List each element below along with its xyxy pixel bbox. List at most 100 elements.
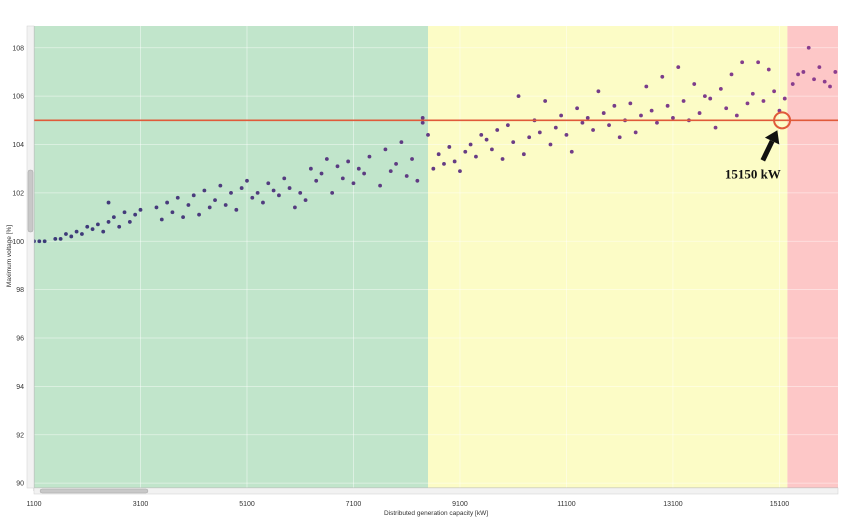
vertical-scrollbar-track[interactable]	[26, 25, 35, 489]
data-point	[74, 229, 79, 234]
y-tick-labels: 90 92 94 96 98 100 102 104 106 108	[12, 45, 24, 487]
data-point	[362, 171, 367, 176]
data-point	[90, 227, 95, 232]
data-point	[761, 99, 766, 103]
data-point	[782, 96, 787, 101]
data-point	[266, 181, 271, 186]
data-point	[245, 178, 249, 183]
data-point	[548, 142, 553, 147]
data-point	[378, 183, 382, 188]
y-tick-label: 104	[12, 142, 24, 149]
horizontal-scrollbar-thumb[interactable]	[39, 488, 149, 494]
data-point	[713, 125, 718, 130]
data-point	[165, 200, 170, 205]
horizontal-scrollbar-track[interactable]	[33, 487, 839, 495]
y-tick-label: 92	[16, 432, 24, 439]
data-point	[817, 65, 822, 70]
data-point	[828, 84, 832, 89]
data-point	[202, 188, 207, 193]
annotation-circle	[773, 111, 792, 130]
data-point	[812, 77, 816, 82]
data-point	[404, 174, 409, 178]
data-point	[388, 169, 393, 174]
data-point	[383, 147, 388, 152]
data-point	[64, 232, 68, 236]
annotation-arrow	[760, 130, 780, 162]
data-point	[69, 234, 74, 239]
data-point	[85, 224, 90, 229]
data-point	[628, 101, 633, 106]
data-point	[356, 166, 361, 171]
data-point	[106, 200, 111, 205]
region-caution	[428, 26, 788, 488]
data-point	[458, 169, 462, 174]
x-axis-title: Distributed generation capacity [kW]	[384, 510, 488, 517]
data-point	[106, 220, 111, 224]
data-point	[756, 60, 761, 65]
data-point	[479, 132, 484, 137]
data-point	[745, 101, 750, 106]
data-point	[303, 198, 308, 203]
data-points	[32, 45, 838, 244]
data-point	[239, 186, 244, 190]
data-point	[543, 99, 548, 103]
data-point	[468, 142, 473, 147]
data-point	[191, 193, 196, 198]
x-tick-label: 3100	[133, 501, 149, 508]
data-point	[681, 99, 686, 103]
data-point	[122, 210, 127, 215]
horizontal-scrollbar[interactable]	[33, 487, 839, 495]
vertical-scrollbar-thumb[interactable]	[27, 169, 34, 233]
data-point	[511, 140, 516, 145]
data-point	[250, 195, 255, 200]
data-point	[175, 195, 180, 200]
data-point	[324, 157, 329, 161]
data-point	[521, 152, 526, 157]
data-point	[796, 72, 800, 77]
data-point	[790, 82, 795, 86]
x-tick-label: 11100	[557, 501, 576, 508]
data-point	[234, 207, 239, 212]
data-point	[298, 191, 303, 195]
data-point	[37, 239, 42, 244]
data-point	[750, 91, 755, 96]
data-point	[53, 236, 58, 241]
data-point	[420, 120, 425, 125]
y-tick-label: 108	[12, 45, 24, 52]
data-point	[431, 166, 436, 171]
data-point	[351, 181, 356, 186]
data-point	[277, 193, 281, 198]
region-bands	[34, 26, 838, 488]
data-point	[697, 111, 702, 115]
data-point	[399, 140, 404, 145]
data-point	[420, 116, 425, 120]
data-point	[734, 113, 739, 118]
data-point	[495, 128, 500, 132]
arrow-head	[764, 130, 780, 145]
data-point	[426, 132, 430, 137]
y-axis-title: Maximum voltage [%]	[6, 225, 13, 287]
y-tick-label: 102	[12, 190, 24, 197]
data-point	[442, 161, 446, 166]
data-point	[255, 191, 260, 195]
data-point	[319, 171, 324, 176]
data-point	[671, 116, 675, 120]
data-point	[772, 89, 777, 94]
arrow-shaft	[760, 139, 775, 162]
data-point	[133, 212, 138, 217]
data-point	[261, 200, 265, 205]
data-point	[463, 149, 468, 154]
data-point	[801, 70, 806, 74]
data-point	[505, 123, 510, 128]
data-point	[596, 89, 601, 94]
vertical-scrollbar[interactable]	[26, 25, 35, 489]
data-point	[612, 103, 617, 108]
data-point	[655, 120, 659, 125]
data-point	[644, 84, 649, 89]
data-point	[80, 232, 84, 236]
y-tick-label: 98	[16, 287, 24, 294]
data-point	[314, 178, 319, 183]
data-point	[500, 157, 505, 161]
